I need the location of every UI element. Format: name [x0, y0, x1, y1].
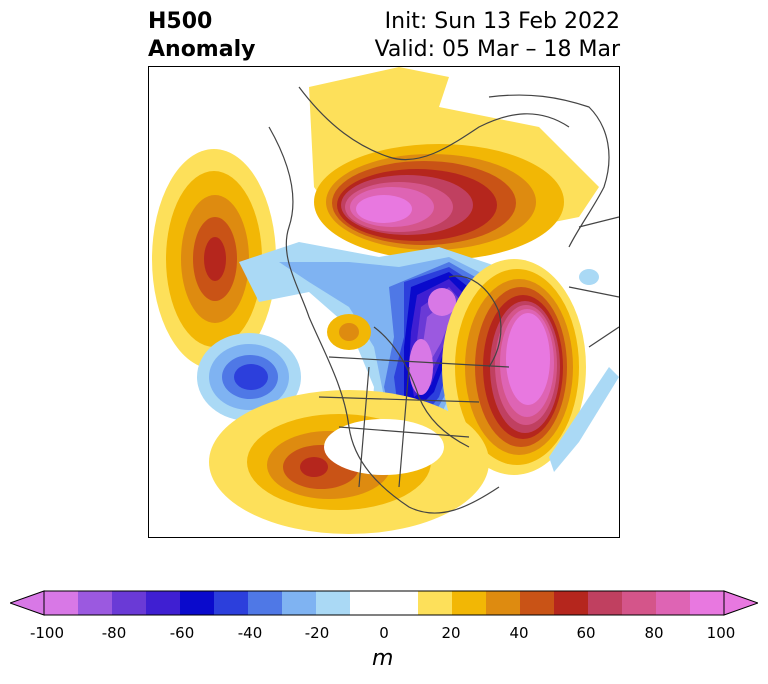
colorbar	[10, 590, 758, 616]
colorbar-tick-label: -40	[237, 624, 263, 642]
ridge-north-atlantic	[442, 259, 586, 475]
colorbar-tick-label: 0	[379, 624, 389, 642]
colorbar-segment	[622, 591, 657, 615]
ridge-alaska-arctic	[309, 67, 599, 260]
title-line1: H500	[148, 9, 213, 34]
ridge-north-pacific	[152, 149, 276, 369]
colorbar-ticks: -100 -80 -60 -40 -20 0 20 40 60 80 100	[0, 624, 768, 644]
colorbar-unit: m	[372, 646, 394, 671]
colorbar-tick-label: -100	[29, 624, 65, 642]
colorbar-segment	[418, 591, 453, 615]
init-date: Init: Sun 13 Feb 2022	[384, 9, 620, 34]
colorbar-max-arrow	[723, 590, 758, 616]
title-line2: Anomaly	[148, 37, 256, 62]
colorbar-tick-label: 60	[576, 624, 596, 642]
colorbar-segment	[554, 591, 589, 615]
colorbar-segment	[520, 591, 555, 615]
anomaly-map	[148, 66, 620, 538]
colorbar-segment	[248, 591, 283, 615]
colorbar-frame	[43, 590, 725, 616]
colorbar-segment	[452, 591, 487, 615]
colorbar-segment	[656, 591, 691, 615]
colorbar-tick-label: -80	[101, 624, 127, 642]
colorbar-segment	[44, 591, 79, 615]
trough-gulf-of-alaska	[197, 333, 301, 421]
coastlines	[268, 86, 619, 514]
colorbar-segment	[588, 591, 623, 615]
colorbar-segment	[486, 591, 521, 615]
colorbar-tick-label: 100	[706, 624, 736, 642]
time-info: Init: Sun 13 Feb 2022 Valid: 05 Mar – 18…	[375, 8, 620, 64]
colorbar-segment	[384, 591, 419, 615]
colorbar-segment	[282, 591, 317, 615]
valid-date: Valid: 05 Mar – 18 Mar	[374, 37, 620, 62]
colorbar-segment	[350, 591, 385, 615]
colorbar-tick-label: -60	[169, 624, 195, 642]
colorbar-tick-label: 80	[644, 624, 664, 642]
colorbar-segment	[112, 591, 147, 615]
colorbar-tick-label: 40	[509, 624, 529, 642]
trough-atlantic-streak	[549, 367, 619, 472]
colorbar-tick-label: 20	[441, 624, 461, 642]
colorbar-segment	[146, 591, 181, 615]
map-title: H500 Anomaly	[148, 8, 255, 64]
colorbar-segment	[214, 591, 249, 615]
trough-europe	[579, 269, 599, 285]
map-canvas	[152, 67, 619, 534]
colorbar-segment	[690, 591, 725, 615]
colorbar-min-arrow	[10, 590, 45, 616]
colorbar-tick-label: -20	[304, 624, 330, 642]
ridge-north-canada-core	[339, 323, 359, 341]
colorbar-segment	[78, 591, 113, 615]
colorbar-segment	[180, 591, 215, 615]
colorbar-segment	[316, 591, 351, 615]
